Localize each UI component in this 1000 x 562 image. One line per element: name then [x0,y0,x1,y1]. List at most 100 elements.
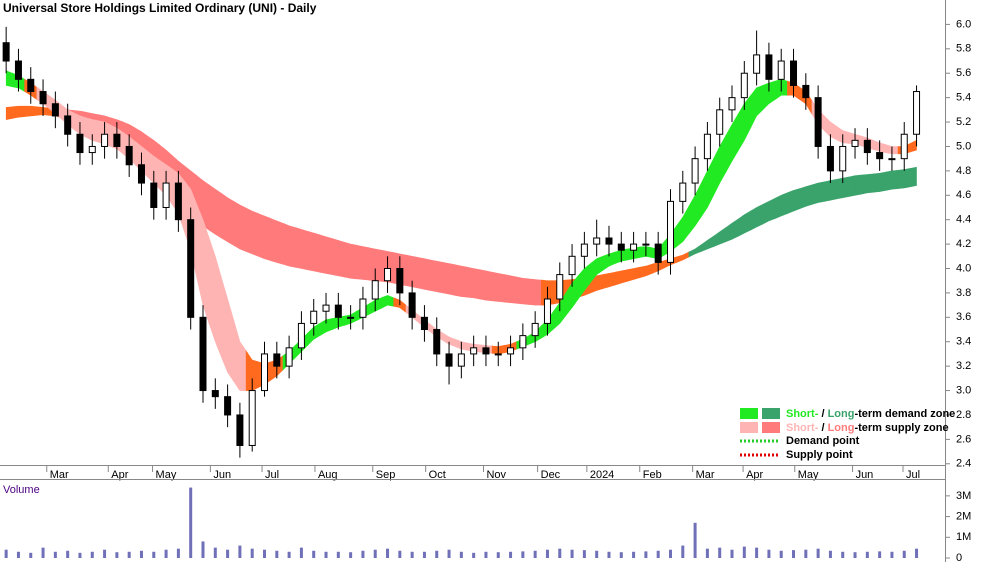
volume-bar [509,551,513,558]
y-tick-label: 4.4 [956,214,971,226]
volume-bar [447,549,451,558]
volume-bar [668,549,672,558]
volume-bar [29,552,33,558]
candle-body [322,304,330,312]
candle-body [900,133,908,160]
candle-body [261,353,269,392]
volume-bar [816,548,820,558]
candle-body [76,133,84,154]
candle-body [777,60,785,80]
long-band-segment [910,166,917,188]
volume-bar [299,547,303,558]
volume-tick-label: 3M [956,490,971,502]
x-tick-label: Aug [318,469,338,481]
candle-body [113,133,121,147]
y-tick-label: 5.6 [956,67,971,79]
legend-text: / [818,408,827,420]
long-band-segment [897,168,911,189]
long-band-segment [479,269,493,302]
x-tick-label: Jun [213,469,231,481]
volume-bar [324,551,328,558]
x-tick-label: Apr [746,469,763,481]
long-band-segment [24,105,38,117]
volume-bar [422,551,426,558]
y-tick-label: 3.8 [956,287,971,299]
candle-body [765,54,773,80]
long-band-segment [307,230,321,273]
volume-bar [373,549,377,558]
volume-bar [103,549,107,558]
x-tick-label: Jun [856,469,874,481]
candle-body [482,347,490,355]
legend-text: -term demand zone [854,408,955,420]
candle-body [137,164,145,184]
legend-text: -term supply zone [854,422,948,434]
x-tick-label: May [156,469,177,481]
volume-tick-label: 0 [956,552,962,562]
candle-body [617,243,625,251]
x-tick-label: Feb [643,469,662,481]
x-tick-label: May [798,469,819,481]
candle-body [691,158,699,184]
candle-body [125,145,133,166]
volume-bar [90,551,94,558]
volume-bar [521,551,525,558]
volume-tick-label: 2M [956,510,971,522]
volume-bar [226,549,230,558]
candle-body [519,335,527,349]
candle-body [224,396,232,416]
short-band-segment [5,70,13,88]
axes: 3M 2M 1M 0 2.4 2.6 2.8 3.0 3.2 3.4 3.6 3.8 4.0 4.2 4.4… [46,18,971,562]
short-band-segment [910,139,917,153]
volume-bar [619,552,623,558]
candle-body [248,390,256,446]
candle-body [187,219,195,318]
volume-bar [853,552,857,558]
candle-body [396,268,404,294]
candle-body [851,139,859,147]
x-tick-label: Jul [906,469,920,481]
candle-body [384,268,392,282]
long-band-segment [5,106,13,120]
candle-body [888,158,896,161]
candle-body [568,255,576,276]
candle-body [347,316,355,319]
y-tick-label: 3.6 [956,311,971,323]
candle-body [433,329,441,355]
long-band-segment [258,213,272,262]
candle-body [654,243,662,263]
volume-bar [472,552,476,558]
long-band-segment [528,278,542,306]
volume-bar [644,551,648,558]
volume-bar [275,550,279,558]
volume-bar [164,549,168,558]
volume-bar [361,550,365,558]
x-tick-label: Sep [376,469,396,481]
candle-body [101,133,109,147]
volume-bar [545,549,549,558]
candle-body [2,42,10,62]
x-tick-label: Mar [50,469,69,481]
volume-bar [533,550,537,558]
long-band-segment [504,274,518,304]
volume-bar [435,550,439,558]
legend-text: Long [828,408,855,420]
long-band-segment [12,105,25,119]
candle-body [728,97,736,111]
long-band-segment [848,174,862,197]
candle-body [39,91,47,105]
candle-body [740,72,748,99]
candle-body [64,115,72,135]
legend: Short- / Long-term demand zone Short- / … [740,408,955,461]
y-tick-label: 5.8 [956,43,971,55]
volume-bar [570,549,574,558]
candle-body [630,243,638,251]
candle-body [531,322,539,337]
legend-label: Short- / Long-term demand zone [786,408,955,420]
long-band-segment [417,257,431,291]
volume-bar [767,549,771,558]
volume-bar [484,551,488,558]
x-tick-label: Oct [429,469,446,481]
volume-title: Volume [3,484,40,496]
